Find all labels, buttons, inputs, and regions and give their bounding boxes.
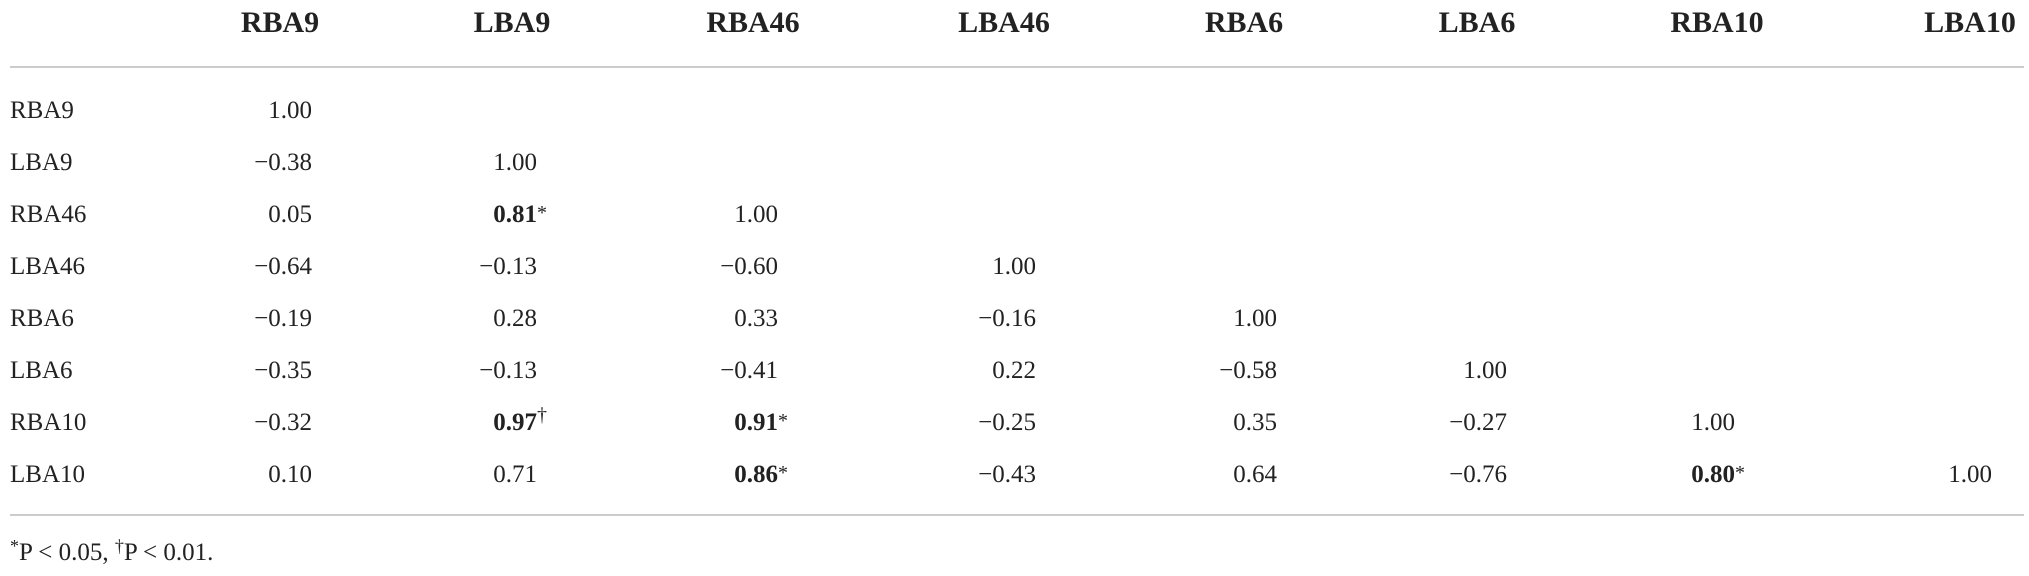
cell: −0.32	[254, 409, 312, 436]
cell: 1.00	[1463, 357, 1507, 384]
cell: 1.00	[992, 253, 1036, 280]
cell: −0.35	[254, 357, 312, 384]
footnote-text: P < 0.05,	[19, 539, 109, 566]
column-header: RBA46	[706, 6, 800, 39]
cell: 0.86 *	[734, 460, 788, 490]
row-label: LBA10	[10, 461, 85, 488]
column-header: LBA46	[958, 6, 1050, 39]
row-label: RBA9	[10, 97, 74, 124]
cell: −0.19	[254, 305, 312, 332]
cell: 0.91 *	[734, 408, 788, 438]
cell-value: 0.97	[493, 409, 537, 436]
column-header: LBA6	[1438, 6, 1516, 39]
footnote-mark: †	[114, 536, 124, 556]
row-label: RBA10	[10, 409, 87, 436]
footnote-text: P < 0.01.	[123, 539, 214, 566]
cell: 0.28	[493, 305, 537, 332]
column-header: RBA9	[240, 6, 320, 39]
cell: 0.10	[268, 461, 312, 488]
cell: −0.13	[479, 253, 537, 280]
cell: −0.25	[978, 409, 1036, 436]
row-label: RBA46	[10, 201, 87, 228]
cell: −0.76	[1449, 461, 1507, 488]
cell-value: 0.86	[734, 461, 778, 488]
cell: 1.00	[1948, 461, 1992, 488]
cell: 0.71	[493, 461, 537, 488]
column-header: RBA6	[1204, 6, 1284, 39]
row-label: LBA46	[10, 253, 85, 280]
cell: 0.81 *	[493, 200, 547, 230]
cell: 1.00	[734, 201, 778, 228]
significance-mark: *	[537, 202, 547, 224]
cell: 1.00	[1691, 409, 1735, 436]
column-header: LBA10	[1924, 6, 2016, 39]
cell: 0.80 *	[1691, 460, 1745, 490]
cell: 1.00	[1233, 305, 1277, 332]
bottom-rule	[10, 514, 2024, 516]
column-header: LBA9	[473, 6, 551, 39]
cell: −0.16	[978, 305, 1036, 332]
cell: 1.00	[268, 97, 312, 124]
cell: 0.22	[992, 357, 1036, 384]
cell: −0.13	[479, 357, 537, 384]
cell: −0.27	[1449, 409, 1507, 436]
cell: 0.35	[1233, 409, 1277, 436]
cell: −0.60	[720, 253, 778, 280]
cell: −0.58	[1219, 357, 1277, 384]
cell: −0.41	[720, 357, 778, 384]
significance-mark: †	[537, 404, 547, 426]
row-label: LBA9	[10, 149, 73, 176]
significance-mark: *	[1735, 462, 1745, 484]
cell: 1.00	[493, 149, 537, 176]
footnote-mark: *	[10, 536, 19, 556]
cell: 0.05	[268, 201, 312, 228]
cell: −0.64	[254, 253, 312, 280]
row-label: RBA6	[10, 305, 74, 332]
significance-mark: *	[778, 410, 788, 432]
cell: −0.43	[978, 461, 1036, 488]
cell: −0.38	[254, 149, 312, 176]
cell: 0.33	[734, 305, 778, 332]
header-rule	[10, 66, 2024, 68]
significance-mark: *	[778, 462, 788, 484]
cell-value: 0.91	[734, 409, 778, 436]
cell: 0.64	[1233, 461, 1277, 488]
cell-value: 0.81	[493, 201, 537, 228]
cell-value: 0.80	[1691, 461, 1735, 488]
cell: 0.97 †	[493, 404, 547, 438]
footnote: *P < 0.05, †P < 0.01.	[10, 536, 214, 568]
row-label: LBA6	[10, 357, 73, 384]
column-header: RBA10	[1670, 6, 1764, 39]
